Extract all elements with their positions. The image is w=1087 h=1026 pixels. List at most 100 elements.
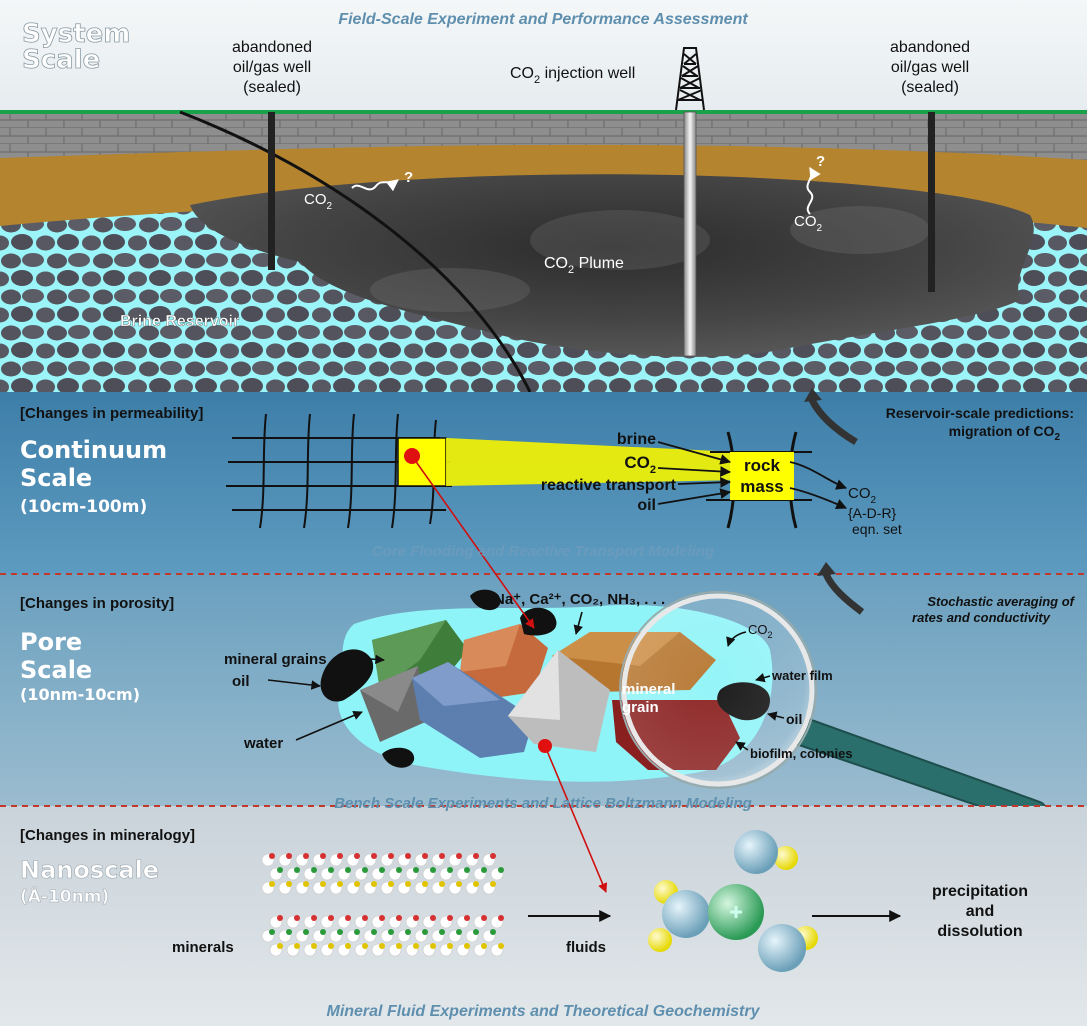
- pore-banner: Bench Scale Experiments and Lattice Bolt…: [334, 795, 752, 812]
- lattice-ion: [328, 915, 334, 921]
- lattice-ion: [337, 881, 343, 887]
- left-well-label-1: abandoned: [232, 39, 312, 56]
- system-banner: Field-Scale Experiment and Performance A…: [338, 11, 748, 28]
- pore-marker: [538, 739, 552, 753]
- lattice-ion: [371, 929, 377, 935]
- plume-label: CO2 Plume: [544, 255, 624, 276]
- input-brine: brine: [617, 431, 656, 448]
- system-title-line1: System: [22, 19, 130, 49]
- lattice-ion: [498, 867, 504, 873]
- lattice-ion: [337, 853, 343, 859]
- lattice-ion: [498, 915, 504, 921]
- lattice-ion: [481, 915, 487, 921]
- right-well-label-1: abandoned: [890, 39, 970, 56]
- lattice-ion: [430, 915, 436, 921]
- lattice-ion: [422, 929, 428, 935]
- lattice-ion: [430, 867, 436, 873]
- pore-change-label: [Changes in porosity]: [20, 595, 174, 612]
- right-well-label-3: (sealed): [901, 79, 959, 96]
- continuum-title-2: Scale: [20, 464, 92, 492]
- lattice-ion: [354, 881, 360, 887]
- label-water-film: water film: [771, 668, 833, 683]
- nano-banner: Mineral Fluid Experiments and Theoretica…: [326, 1003, 760, 1020]
- lattice-ion: [286, 881, 292, 887]
- ground-line: [0, 110, 1087, 114]
- nanoscale-panel: [0, 805, 1087, 1026]
- lattice-ion: [303, 853, 309, 859]
- lattice-ion: [464, 915, 470, 921]
- zoom-arrow-pore-nano: [544, 745, 608, 893]
- lattice-ion: [345, 943, 351, 949]
- lattice-ion: [473, 853, 479, 859]
- result-line2: and: [966, 903, 994, 920]
- nano-change-label: [Changes in mineralogy]: [20, 827, 195, 844]
- lattice-ion: [388, 929, 394, 935]
- lattice-ion: [490, 881, 496, 887]
- lattice-ion: [388, 881, 394, 887]
- lattice-ion: [294, 943, 300, 949]
- continuum-title: Continuum: [20, 436, 167, 464]
- lattice-ion: [396, 915, 402, 921]
- lattice-ion: [405, 881, 411, 887]
- lattice-ion: [430, 943, 436, 949]
- lattice-ion: [328, 867, 334, 873]
- lattice-ion: [498, 943, 504, 949]
- pore-scale-panel: [0, 562, 1087, 823]
- pore-title-2: Scale: [20, 656, 92, 684]
- lattice-ion: [490, 929, 496, 935]
- lattice-ion: [396, 867, 402, 873]
- left-well-label-2: oil/gas well: [233, 59, 311, 76]
- lattice-ion: [354, 853, 360, 859]
- left-leak-question: ?: [404, 169, 413, 186]
- brine-reservoir-label: Brine Reservoir: [120, 313, 239, 330]
- lattice-ion: [294, 915, 300, 921]
- lattice-ion: [311, 915, 317, 921]
- rock-mass-box: [706, 431, 812, 529]
- grid-cell-highlight: [397, 437, 447, 487]
- label-mineral-grains: mineral grains: [224, 651, 327, 668]
- oil-blob-left: [320, 649, 374, 702]
- lattice-ion: [379, 867, 385, 873]
- right-abandoned-well: [928, 112, 935, 292]
- lattice-ion: [328, 943, 334, 949]
- pore-title: Pore: [20, 628, 82, 656]
- nano-range: (Å-10nm): [20, 884, 109, 907]
- lattice-ion: [286, 853, 292, 859]
- continuum-range: (10cm-100m): [20, 497, 147, 517]
- label-oil-left: oil: [232, 673, 250, 690]
- right-leak-question: ?: [816, 153, 825, 170]
- label-water: water: [243, 735, 283, 752]
- label-mineral-grain-2: grain: [622, 699, 659, 716]
- result-line3: dissolution: [937, 923, 1022, 940]
- label-fluids: fluids: [566, 939, 606, 956]
- lattice-ion: [277, 943, 283, 949]
- rock-mass-line2: mass: [740, 477, 783, 496]
- output-eqn-set: eqn. set: [852, 521, 902, 537]
- label-oil-right: oil: [786, 711, 802, 727]
- continuum-change-label: [Changes in permeability]: [20, 405, 203, 422]
- output-co2: CO2: [848, 485, 877, 506]
- lattice-ion: [405, 929, 411, 935]
- lattice-ion: [447, 867, 453, 873]
- lattice-ion: [473, 881, 479, 887]
- lattice-ion: [362, 867, 368, 873]
- nano-title: Nanoscale: [20, 856, 159, 884]
- lattice-ion: [422, 853, 428, 859]
- right-leak-arrow: [806, 166, 821, 215]
- zoom-projection: [446, 438, 738, 486]
- continuum-marker: [404, 448, 420, 464]
- lattice-ion: [388, 853, 394, 859]
- lattice-ion: [456, 929, 462, 935]
- continuum-scale-panel: [0, 388, 1087, 574]
- lattice-ion: [405, 853, 411, 859]
- rock-mass-line1: rock: [744, 456, 780, 475]
- pore-annotation-arrows: [267, 611, 785, 751]
- lattice-ion: [337, 929, 343, 935]
- lattice-ion: [439, 929, 445, 935]
- lattice-ion: [422, 881, 428, 887]
- system-title-line2: Scale: [22, 45, 100, 75]
- lattice-ion: [303, 881, 309, 887]
- label-mineral-grain-1: mineral: [622, 681, 675, 698]
- lattice-ion: [447, 915, 453, 921]
